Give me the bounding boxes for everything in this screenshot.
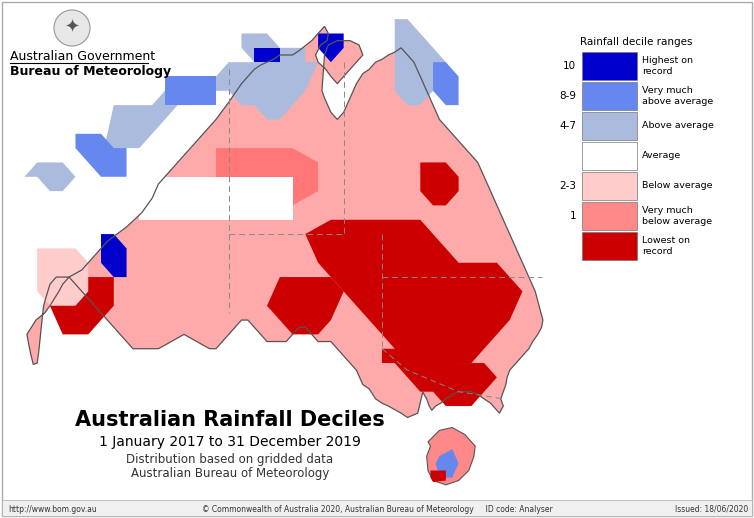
Polygon shape [267, 277, 344, 335]
Text: Australian Bureau of Meteorology: Australian Bureau of Meteorology [130, 468, 329, 481]
Polygon shape [50, 277, 114, 335]
Polygon shape [139, 177, 293, 220]
Text: ✦: ✦ [64, 19, 80, 37]
Polygon shape [433, 62, 458, 105]
Text: Average: Average [642, 151, 682, 161]
Polygon shape [101, 234, 127, 277]
Polygon shape [75, 134, 127, 177]
Text: Below average: Below average [642, 181, 713, 191]
Text: Lowest on
record: Lowest on record [642, 236, 690, 256]
Polygon shape [395, 19, 446, 105]
Text: Highest on
record: Highest on record [642, 56, 693, 76]
Text: Australian Government: Australian Government [10, 50, 155, 63]
Text: Australian Rainfall Deciles: Australian Rainfall Deciles [75, 410, 385, 430]
Polygon shape [241, 34, 305, 77]
Polygon shape [436, 449, 458, 478]
Text: Issued: 18/06/2020: Issued: 18/06/2020 [675, 505, 748, 513]
Polygon shape [216, 148, 318, 206]
Text: © Commonwealth of Australia 2020, Australian Bureau of Meteorology     ID code: : © Commonwealth of Australia 2020, Austra… [201, 505, 553, 513]
Text: Rainfall decile ranges: Rainfall decile ranges [580, 37, 692, 47]
Text: Above average: Above average [642, 122, 714, 131]
Polygon shape [305, 220, 510, 363]
Polygon shape [165, 77, 216, 105]
Polygon shape [382, 349, 497, 406]
Bar [582, 82, 637, 110]
Bar [582, 112, 637, 140]
Polygon shape [27, 26, 543, 418]
Polygon shape [431, 470, 446, 482]
Polygon shape [254, 48, 280, 62]
Text: Distribution based on gridded data: Distribution based on gridded data [127, 453, 333, 467]
Bar [582, 52, 637, 80]
Text: 10: 10 [563, 61, 576, 71]
Text: Bureau of Meteorology: Bureau of Meteorology [10, 65, 171, 79]
Polygon shape [420, 163, 458, 206]
Circle shape [54, 10, 90, 46]
Text: Very much
above average: Very much above average [642, 86, 713, 106]
Polygon shape [446, 263, 523, 335]
Bar [582, 232, 637, 260]
Bar [582, 172, 637, 200]
Text: 1: 1 [569, 211, 576, 221]
Text: 8-9: 8-9 [559, 91, 576, 101]
Bar [2, 500, 752, 516]
Text: 1 January 2017 to 31 December 2019: 1 January 2017 to 31 December 2019 [99, 435, 361, 449]
Bar [582, 142, 637, 170]
Text: http://www.bom.gov.au: http://www.bom.gov.au [8, 505, 97, 513]
Text: 2-3: 2-3 [559, 181, 576, 191]
Polygon shape [24, 62, 318, 191]
Polygon shape [37, 249, 88, 306]
Text: 4-7: 4-7 [559, 121, 576, 131]
Polygon shape [427, 427, 475, 485]
Bar [582, 202, 637, 230]
Polygon shape [318, 34, 344, 62]
Text: Very much
below average: Very much below average [642, 206, 712, 226]
